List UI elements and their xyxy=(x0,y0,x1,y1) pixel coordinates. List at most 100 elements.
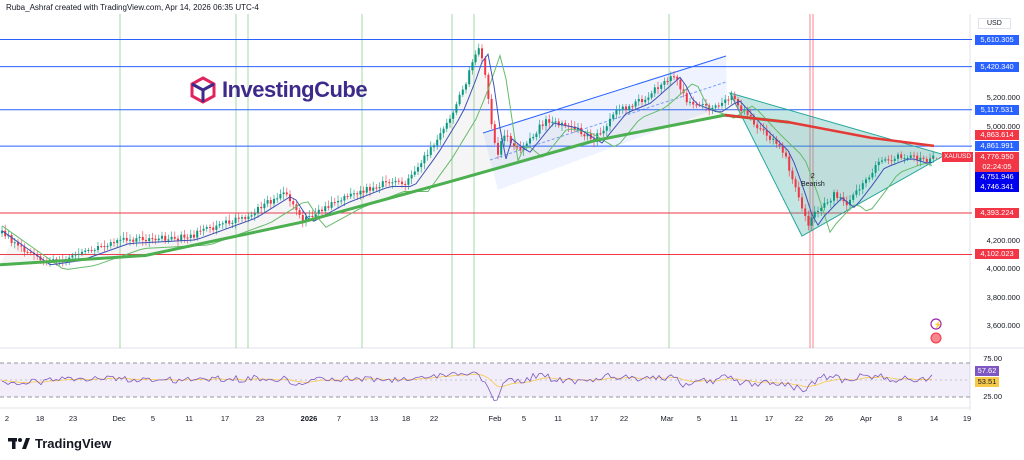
candle-body xyxy=(721,102,723,106)
price-tag: 4,751.946 xyxy=(975,172,1019,182)
time-tick: 8 xyxy=(897,414,903,423)
candle-body xyxy=(343,195,346,201)
candle-body xyxy=(445,122,448,129)
candle-body xyxy=(852,194,855,200)
candle-body xyxy=(887,159,890,161)
candle-body xyxy=(346,195,349,197)
candle-body xyxy=(84,250,87,252)
price-tag: 53.51 xyxy=(975,377,999,387)
candle-body xyxy=(253,213,256,216)
time-tick: Feb xyxy=(488,414,502,423)
candle-body xyxy=(250,215,253,217)
candle-body xyxy=(666,80,669,82)
candle-body xyxy=(685,93,688,103)
candle-body xyxy=(237,217,240,219)
time-tick: 19 xyxy=(962,414,972,423)
candle-body xyxy=(679,79,682,90)
candle-body xyxy=(861,183,864,190)
candle-body xyxy=(484,58,487,75)
candle-body xyxy=(621,106,624,110)
candle-body xyxy=(180,234,183,241)
price-tag: 5,117.531 xyxy=(975,104,1019,115)
price-tag: 4,863.614 xyxy=(975,130,1019,140)
candle-body xyxy=(186,237,189,239)
candle-body xyxy=(359,190,362,195)
candle-body xyxy=(97,246,99,250)
currency-button[interactable]: USD xyxy=(978,18,1011,29)
candle-body xyxy=(442,128,445,134)
candle-body xyxy=(749,114,752,117)
candle-body xyxy=(916,155,919,161)
candle-body xyxy=(68,257,71,260)
candle-body xyxy=(791,170,794,180)
candle-body xyxy=(301,214,304,222)
candle-body xyxy=(269,200,272,204)
candle-body xyxy=(29,252,32,254)
candle-body xyxy=(868,177,871,180)
time-tick: 26 xyxy=(824,414,834,423)
candle-body xyxy=(849,199,851,206)
ma-medium xyxy=(1,53,933,270)
candle-body xyxy=(628,106,631,110)
candle-body xyxy=(173,236,176,239)
candle-body xyxy=(689,101,691,103)
candle-body xyxy=(545,119,547,126)
candle-body xyxy=(525,143,528,147)
candle-body xyxy=(356,193,359,195)
candle-body xyxy=(465,84,467,90)
candle-body xyxy=(388,182,391,184)
candle-body xyxy=(529,138,531,144)
time-tick: Mar xyxy=(660,414,674,423)
candle-body xyxy=(452,112,455,119)
candle-body xyxy=(394,180,397,183)
candle-body xyxy=(519,147,522,151)
candle-body xyxy=(900,154,903,159)
candle-body xyxy=(641,98,643,103)
candle-body xyxy=(26,251,29,253)
candle-body xyxy=(378,187,381,189)
candle-body xyxy=(154,238,157,241)
price-tag: 02:24:05 xyxy=(975,162,1019,172)
candle-body xyxy=(813,211,816,218)
candle-body xyxy=(740,105,743,112)
candle-body xyxy=(273,198,275,204)
time-tick: Apr xyxy=(860,414,872,423)
candle-body xyxy=(145,240,147,242)
candle-body xyxy=(865,179,867,184)
candle-body xyxy=(833,192,835,201)
candle-body xyxy=(77,253,80,255)
candle-body xyxy=(157,238,160,241)
candle-body xyxy=(541,124,544,126)
candle-body xyxy=(548,119,551,123)
candle-body xyxy=(372,187,375,191)
candle-body xyxy=(141,236,144,241)
candle-body xyxy=(151,238,154,240)
time-tick: 2 xyxy=(4,414,10,423)
candle-body xyxy=(401,181,403,184)
candle-body xyxy=(669,76,672,81)
symbol-label: XAUUSD xyxy=(942,152,974,162)
candle-body xyxy=(436,139,439,146)
candle-body xyxy=(263,203,266,209)
candle-body xyxy=(573,126,576,130)
candle-body xyxy=(362,190,365,193)
candle-body xyxy=(490,98,493,125)
candle-body xyxy=(420,163,423,168)
candle-body xyxy=(634,101,637,107)
candle-body xyxy=(266,200,269,204)
candle-body xyxy=(397,180,400,182)
candle-body xyxy=(305,216,307,222)
candle-body xyxy=(925,158,928,163)
candle-body xyxy=(769,135,771,140)
candle-body xyxy=(500,141,503,155)
time-tick: 5 xyxy=(150,414,156,423)
triangle-pattern xyxy=(729,92,947,237)
candle-body xyxy=(369,186,371,191)
candle-body xyxy=(858,189,861,191)
candle-body xyxy=(202,228,205,231)
candle-body xyxy=(212,227,215,230)
candle-body xyxy=(602,130,605,134)
candle-body xyxy=(788,156,791,171)
candle-body xyxy=(340,200,343,202)
